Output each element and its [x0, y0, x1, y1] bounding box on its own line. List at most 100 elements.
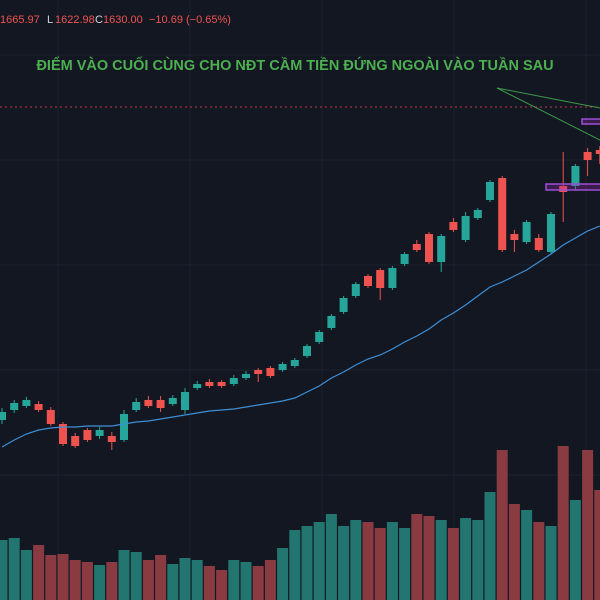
annotation-arrow: [496, 87, 600, 141]
candle-body: [71, 436, 80, 446]
volume-bar: [130, 552, 142, 600]
volume-layer: [0, 446, 600, 600]
volume-bar: [472, 520, 484, 600]
candle-body: [229, 378, 238, 384]
candle-body: [559, 186, 568, 192]
volume-bar: [423, 516, 435, 600]
volume-bar: [496, 450, 508, 600]
candle-body: [144, 400, 153, 406]
candle-body: [376, 270, 385, 288]
candle-body: [120, 414, 128, 440]
candle-body: [388, 268, 397, 288]
candle-body: [168, 398, 177, 404]
volume-bar: [313, 522, 325, 600]
candle-body: [437, 236, 446, 262]
volume-bar: [325, 514, 337, 600]
candle-body: [303, 346, 311, 356]
candle-body: [242, 374, 250, 378]
candle-body: [400, 254, 409, 264]
volume-bar: [240, 562, 252, 600]
volume-bar: [447, 528, 459, 600]
volume-bar: [142, 560, 154, 600]
volume-bar: [179, 558, 191, 600]
volume-bar: [155, 555, 167, 600]
candle-body: [266, 368, 275, 376]
legend-close: 1630.00: [103, 14, 143, 26]
candle-body: [534, 238, 543, 250]
candle-body: [46, 410, 55, 424]
volume-bar: [228, 560, 240, 600]
volume-bar: [57, 554, 69, 600]
volume-bar: [435, 520, 447, 600]
candle-body: [132, 402, 141, 410]
volume-bar: [264, 560, 276, 600]
legend-low-label: L: [47, 14, 53, 26]
volume-bar: [557, 446, 569, 600]
legend-high: 1665.97: [0, 14, 40, 26]
annotation-arrow: [496, 87, 600, 109]
candle-body: [351, 284, 360, 296]
volume-bar: [216, 570, 228, 600]
volume-bar: [582, 450, 594, 600]
candle-body: [181, 392, 189, 410]
volume-bar: [484, 492, 496, 600]
volume-bar: [0, 540, 8, 600]
volume-bar: [94, 565, 106, 600]
legend-change: −10.69 (−0.65%): [149, 14, 231, 26]
candle-body: [22, 400, 31, 406]
candle-body: [583, 152, 592, 160]
candle-body: [95, 430, 104, 436]
volume-bar: [301, 526, 313, 600]
candle-body: [278, 364, 287, 370]
candle-body: [205, 382, 214, 386]
volume-bar: [521, 510, 533, 600]
volume-bar: [362, 522, 374, 600]
volume-bar: [399, 528, 411, 600]
candle-body: [193, 384, 202, 388]
candle-body: [461, 216, 470, 240]
volume-bar: [569, 500, 581, 600]
candle-body: [327, 316, 336, 328]
volume-bar: [374, 528, 386, 600]
candle-body: [217, 382, 226, 386]
candle-body: [156, 400, 165, 408]
volume-bar: [386, 522, 398, 600]
volume-bar: [350, 520, 362, 600]
volume-bar: [191, 560, 203, 600]
highlight-zone: [545, 183, 600, 191]
moving-average: [1, 225, 600, 448]
legend-low: 1622.98: [55, 14, 95, 26]
volume-bar: [545, 526, 557, 600]
volume-bar: [338, 526, 350, 600]
volume-bar: [106, 562, 118, 600]
candle-body: [510, 234, 519, 240]
legend-close-label: C: [95, 14, 103, 26]
candle-body: [34, 404, 43, 410]
ohlc-legend: 1665.97 L 1622.98 C 1630.00 −10.69 (−0.6…: [0, 14, 231, 26]
candle-body: [10, 403, 19, 410]
volume-bar: [594, 490, 600, 600]
candle-body: [83, 430, 92, 440]
candle-body: [339, 298, 348, 312]
candle-body: [315, 332, 324, 342]
volume-bar: [167, 564, 179, 600]
volume-bar: [277, 548, 289, 600]
volume-bar: [411, 514, 423, 600]
candle-body: [522, 222, 531, 242]
volume-bar: [289, 530, 301, 600]
candle-body: [59, 424, 67, 444]
annotation-title: ĐIỂM VÀO CUỐI CÙNG CHO NĐT CẦM TIỀN ĐỨNG…: [36, 56, 553, 74]
highlight-zone: [581, 118, 600, 125]
candle-body: [571, 166, 580, 186]
candle-body: [412, 244, 421, 250]
candle-body: [486, 182, 494, 200]
volume-bar: [20, 550, 32, 600]
price-layer: [0, 146, 600, 450]
volume-bar: [252, 566, 264, 600]
candle-body: [547, 214, 555, 252]
candle-body: [473, 210, 482, 218]
volume-bar: [81, 562, 93, 600]
volume-bar: [508, 504, 520, 600]
volume-bar: [460, 518, 472, 600]
